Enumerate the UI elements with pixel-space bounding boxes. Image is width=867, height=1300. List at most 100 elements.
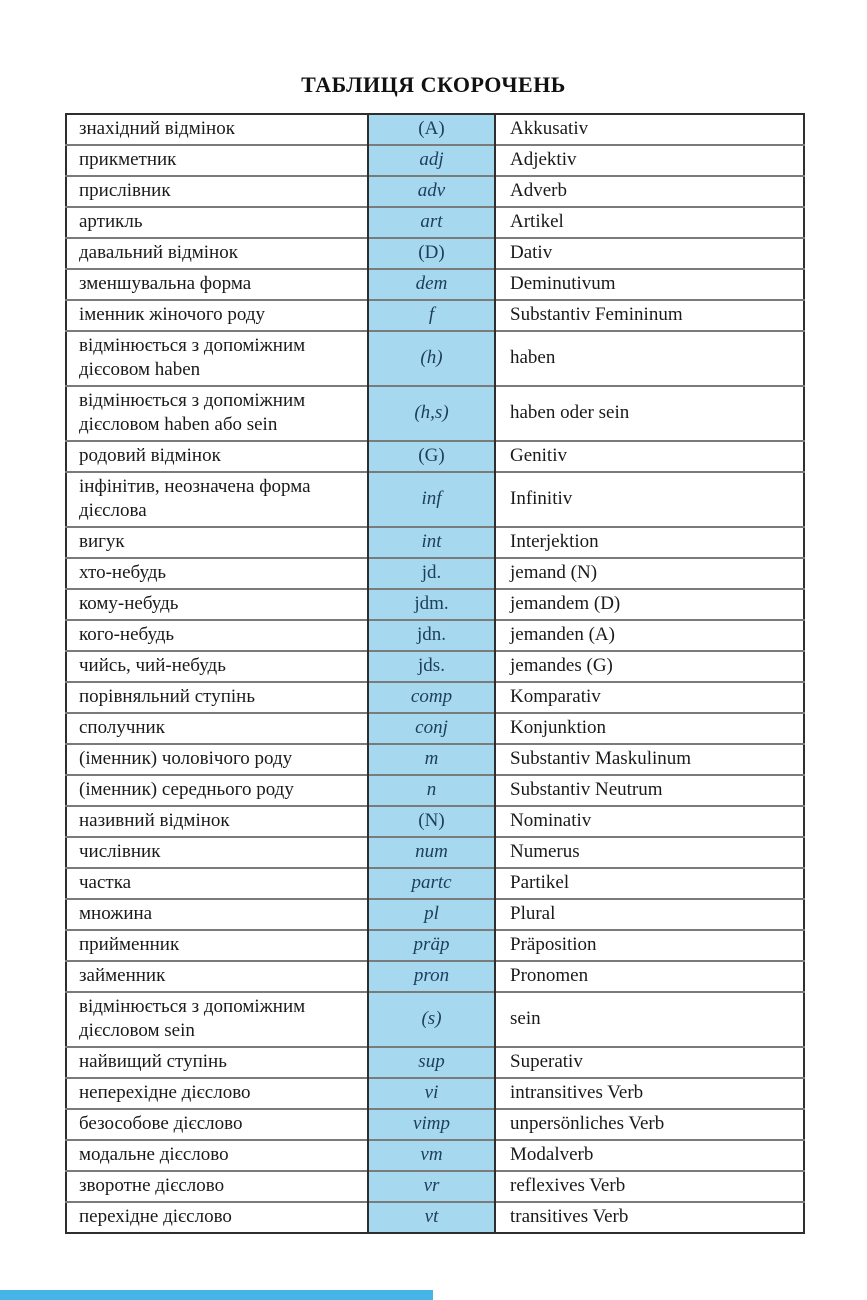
ukrainian-term-cell: відмінюється з допоміжним дієсловом sein	[66, 991, 368, 1047]
german-term-cell: Modalverb	[495, 1139, 804, 1171]
ukrainian-term-cell: множина	[66, 898, 368, 930]
abbreviation-cell: art	[367, 206, 496, 238]
abbrev-table-body: знахідний відмінок (A) Akkusativ прикметник…	[66, 114, 804, 1233]
ukrainian-term-cell: найвищий ступінь	[66, 1046, 368, 1078]
abbreviation-cell: präp	[367, 929, 496, 961]
abbreviation-cell: jdm.	[367, 588, 496, 620]
ukrainian-term-cell: відмінюється з допоміжним дієсовом haben	[66, 330, 368, 386]
table-row: частка partc Partikel	[66, 867, 804, 899]
table-row: вигук int Interjektion	[66, 526, 804, 558]
abbreviation-cell: (h,s)	[367, 385, 496, 441]
abbreviation-cell: (A)	[367, 114, 496, 145]
table-row: перехідне дієслово vt transitives Verb	[66, 1201, 804, 1233]
abbreviation-cell: vr	[367, 1170, 496, 1202]
table-row: інфінітив, неозначена форма дієслова inf I…	[66, 471, 804, 527]
ukrainian-term-cell: сполучник	[66, 712, 368, 744]
table-row: неперехідне дієслово vi intransitives Verb	[66, 1077, 804, 1109]
abbreviation-cell: (s)	[367, 991, 496, 1047]
german-term-cell: Komparativ	[495, 681, 804, 713]
ukrainian-term-cell: родовий відмінок	[66, 440, 368, 472]
ukrainian-term-cell: неперехідне дієслово	[66, 1077, 368, 1109]
ukrainian-term-cell: називний відмінок	[66, 805, 368, 837]
abbreviation-cell: vm	[367, 1139, 496, 1171]
table-row: знахідний відмінок (A) Akkusativ	[66, 114, 804, 145]
table-row: множина pl Plural	[66, 898, 804, 930]
table-row: кого-небудь jdn. jemanden (A)	[66, 619, 804, 651]
german-term-cell: jemandes (G)	[495, 650, 804, 682]
german-term-cell: Substantiv Femininum	[495, 299, 804, 331]
table-row: зменшувальна форма dem Deminutivum	[66, 268, 804, 300]
german-term-cell: Adjektiv	[495, 144, 804, 176]
ukrainian-term-cell: чийсь, чий-небудь	[66, 650, 368, 682]
german-term-cell: Konjunktion	[495, 712, 804, 744]
table-row: відмінюється з допоміжним дієсовом haben…	[66, 330, 804, 386]
table-row: (іменник) чоловічого роду m Substantiv Mas…	[66, 743, 804, 775]
table-row: родовий відмінок (G) Genitiv	[66, 440, 804, 472]
page-title: ТАБЛИЦЯ СКОРОЧЕНЬ	[301, 72, 566, 97]
ukrainian-term-cell: прислівник	[66, 175, 368, 207]
table-row: відмінюється з допоміжним дієсловом habe…	[66, 385, 804, 441]
abbreviation-cell: jdn.	[367, 619, 496, 651]
german-term-cell: jemanden (A)	[495, 619, 804, 651]
ukrainian-term-cell: інфінітив, неозначена форма дієслова	[66, 471, 368, 527]
ukrainian-term-cell: зменшувальна форма	[66, 268, 368, 300]
abbreviation-cell: num	[367, 836, 496, 868]
table-row: сполучник conj Konjunktion	[66, 712, 804, 744]
abbreviation-cell: jd.	[367, 557, 496, 589]
german-term-cell: unpersönliches Verb	[495, 1108, 804, 1140]
german-term-cell: intransitives Verb	[495, 1077, 804, 1109]
bottom-edge-strip	[0, 1290, 433, 1300]
ukrainian-term-cell: прийменник	[66, 929, 368, 961]
german-term-cell: Dativ	[495, 237, 804, 269]
abbreviation-cell: inf	[367, 471, 496, 527]
abbreviations-table: знахідний відмінок (A) Akkusativ прикметник…	[65, 113, 805, 1234]
abbreviation-cell: partc	[367, 867, 496, 899]
ukrainian-term-cell: хто-небудь	[66, 557, 368, 589]
table-row: числівник num Numerus	[66, 836, 804, 868]
abbreviation-cell: dem	[367, 268, 496, 300]
ukrainian-term-cell: кого-небудь	[66, 619, 368, 651]
table-row: безособове дієслово vimp unpersönliches Ve…	[66, 1108, 804, 1140]
german-term-cell: haben oder sein	[495, 385, 804, 441]
ukrainian-term-cell: модальне дієслово	[66, 1139, 368, 1171]
german-term-cell: Numerus	[495, 836, 804, 868]
ukrainian-term-cell: безособове дієслово	[66, 1108, 368, 1140]
abbreviation-cell: f	[367, 299, 496, 331]
abbreviation-cell: (N)	[367, 805, 496, 837]
german-term-cell: Interjektion	[495, 526, 804, 558]
table-row: найвищий ступінь sup Superativ	[66, 1046, 804, 1078]
abbreviation-cell: sup	[367, 1046, 496, 1078]
german-term-cell: Pronomen	[495, 960, 804, 992]
table-row: чийсь, чий-небудь jds. jemandes (G)	[66, 650, 804, 682]
ukrainian-term-cell: знахідний відмінок	[79, 118, 235, 139]
table-row: прикметник adj Adjektiv	[66, 144, 804, 176]
table-row: давальний відмінок (D) Dativ	[66, 237, 804, 269]
german-term-cell: jemandem (D)	[495, 588, 804, 620]
abbreviation-cell: n	[367, 774, 496, 806]
ukrainian-term-cell: (іменник) середнього роду	[66, 774, 368, 806]
ukrainian-term-cell: частка	[66, 867, 368, 899]
abbreviation-cell: (h)	[367, 330, 496, 386]
ukrainian-term-cell: порівняльний ступінь	[66, 681, 368, 713]
german-term-cell: Genitiv	[495, 440, 804, 472]
abbreviation-cell: jds.	[367, 650, 496, 682]
ukrainian-term-cell: (іменник) чоловічого роду	[66, 743, 368, 775]
german-term-cell: Substantiv Maskulinum	[495, 743, 804, 775]
german-term-cell: Partikel	[495, 867, 804, 899]
table-row: модальне дієслово vm Modalverb	[66, 1139, 804, 1171]
abbreviation-cell: adv	[367, 175, 496, 207]
german-term-cell: Nominativ	[495, 805, 804, 837]
ukrainian-term-cell: займенник	[66, 960, 368, 992]
ukrainian-term-cell: зворотне дієслово	[66, 1170, 368, 1202]
abbreviation-cell: pron	[367, 960, 496, 992]
ukrainian-term-cell: перехідне дієслово	[66, 1201, 368, 1233]
table-row: порівняльний ступінь comp Komparativ	[66, 681, 804, 713]
german-term-cell: Deminutivum	[495, 268, 804, 300]
german-term-cell: sein	[495, 991, 804, 1047]
ukrainian-term-cell: числівник	[66, 836, 368, 868]
abbreviation-cell: conj	[367, 712, 496, 744]
german-term-cell: reflexives Verb	[495, 1170, 804, 1202]
table-row: займенник pron Pronomen	[66, 960, 804, 992]
german-term-cell: Adverb	[495, 175, 804, 207]
